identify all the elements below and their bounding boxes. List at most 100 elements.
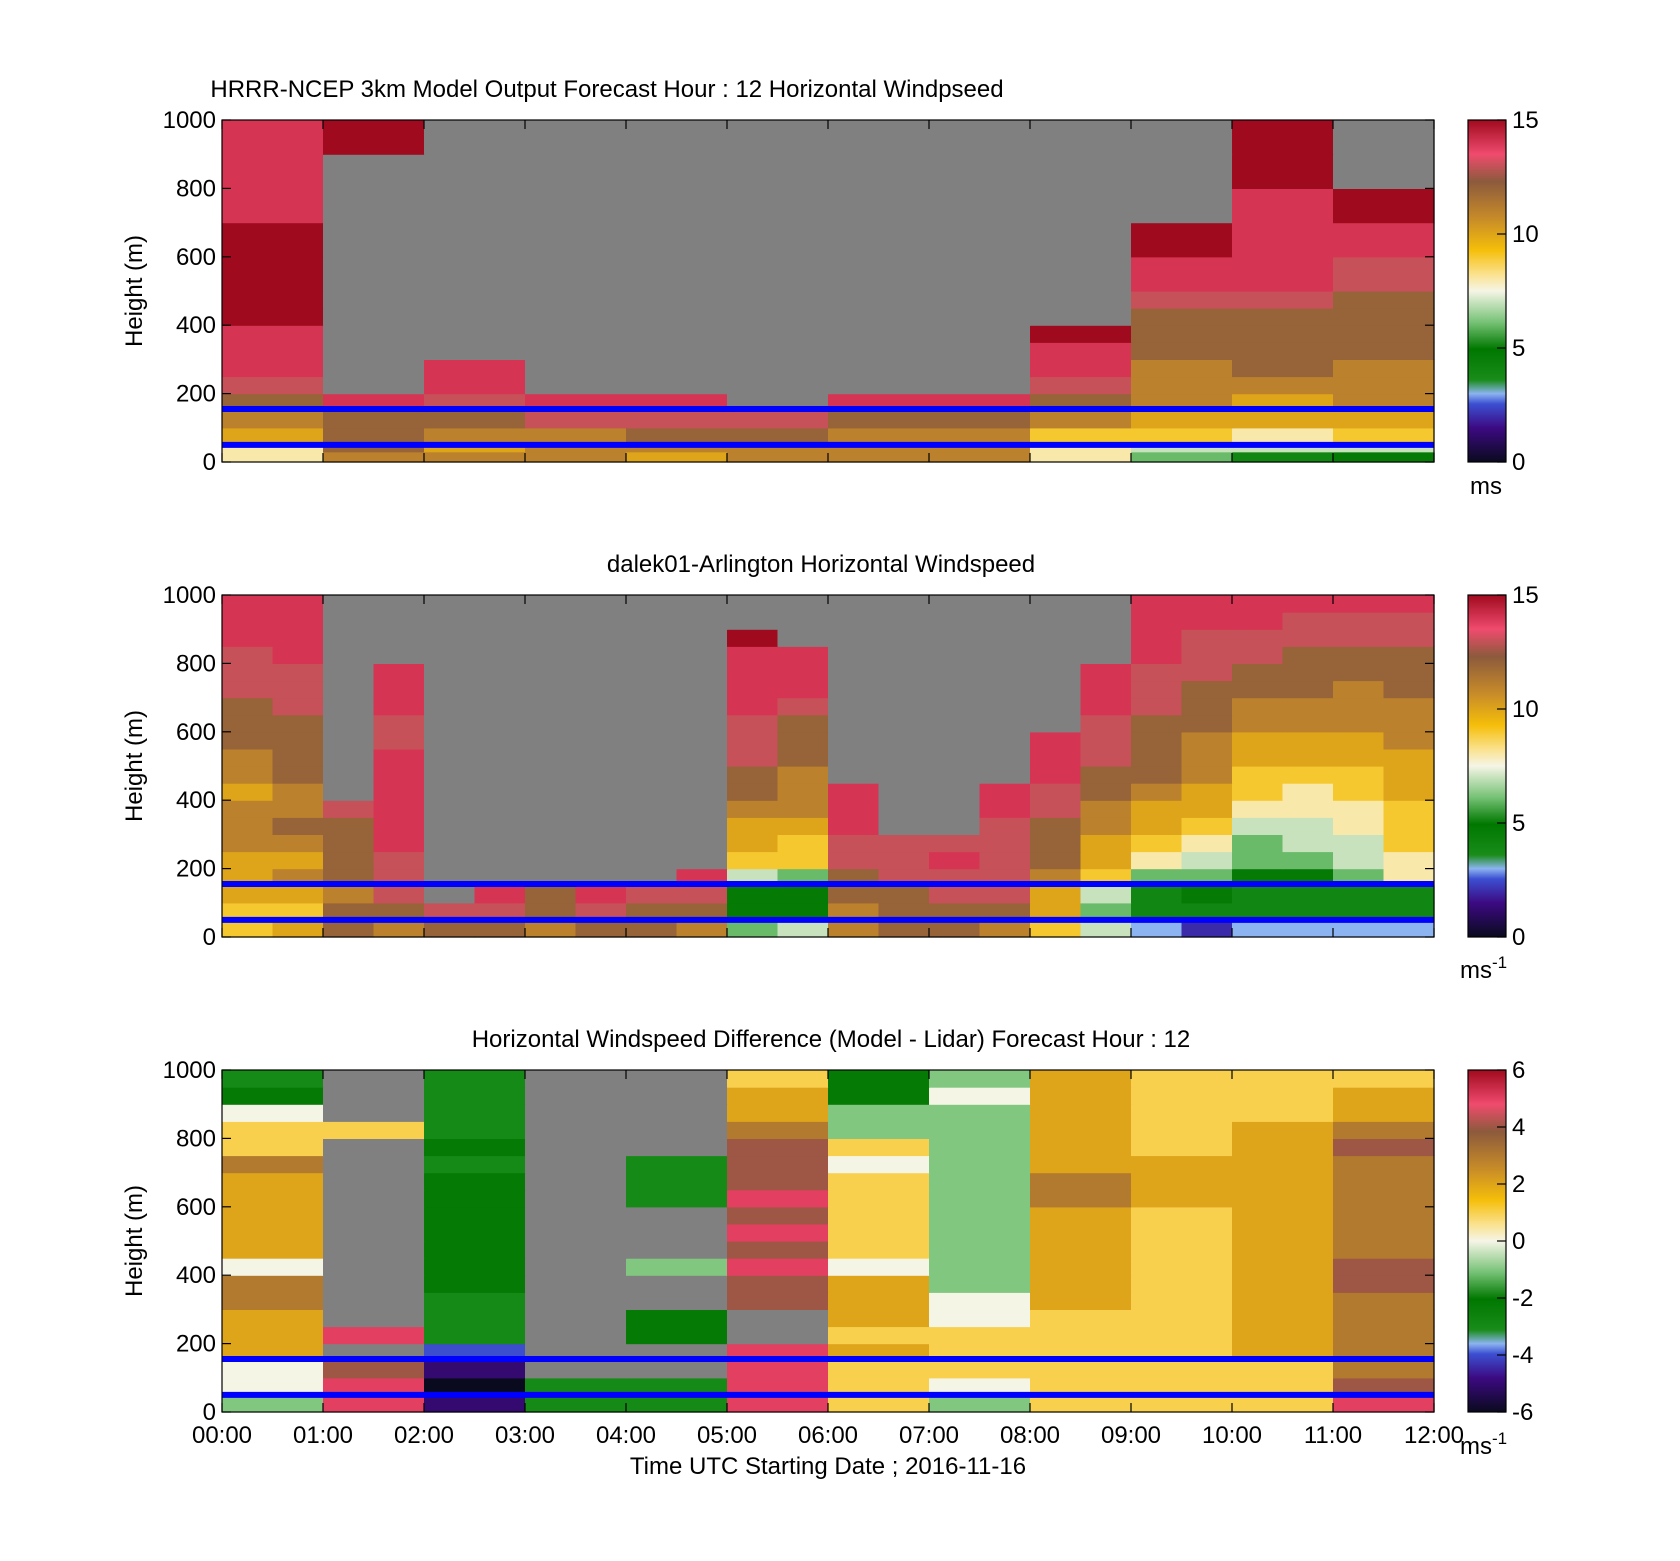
heatmap-cell xyxy=(525,731,577,750)
heatmap-cell xyxy=(828,851,880,870)
heatmap-cell xyxy=(424,410,526,429)
x-tick-label: 06:00 xyxy=(798,1422,858,1449)
heatmap-cell xyxy=(878,629,930,647)
heatmap-cell xyxy=(626,697,678,716)
heatmap-cell xyxy=(1333,1104,1435,1122)
heatmap-cell xyxy=(626,919,678,938)
panel-difference-unit-exp: -1 xyxy=(1492,1429,1507,1448)
heatmap-cell xyxy=(474,783,526,801)
heatmap-cell xyxy=(525,1155,627,1174)
heatmap-cell xyxy=(777,714,829,733)
heatmap-cell xyxy=(323,1360,425,1379)
colorbar-tick-label: 10 xyxy=(1512,696,1539,723)
heatmap-cell xyxy=(979,646,1031,664)
heatmap-cell xyxy=(828,376,930,395)
heatmap-cell xyxy=(626,885,678,904)
heatmap-cell xyxy=(1181,612,1233,630)
x-tick-label: 04:00 xyxy=(596,1422,656,1449)
heatmap-cell xyxy=(222,663,274,682)
heatmap-cell xyxy=(1030,697,1082,716)
colorbar-tick-label: 0 xyxy=(1512,924,1525,951)
heatmap-cell xyxy=(929,1275,1031,1293)
heatmap-cell xyxy=(272,766,324,784)
heatmap-cell xyxy=(1131,731,1183,750)
heatmap-cell xyxy=(929,731,981,750)
x-tick-label: 03:00 xyxy=(495,1422,555,1449)
heatmap-cell xyxy=(1030,851,1082,870)
heatmap-cell xyxy=(323,1155,425,1174)
heatmap-cell xyxy=(979,800,1031,818)
heatmap-cell xyxy=(828,646,880,664)
heatmap-cell xyxy=(929,834,981,853)
heatmap-cell xyxy=(626,595,678,613)
heatmap-cell xyxy=(424,834,476,853)
heatmap-cell xyxy=(1232,188,1334,224)
heatmap-cell xyxy=(272,646,324,664)
heatmap-cell xyxy=(828,834,880,853)
heatmap-cell xyxy=(1383,697,1435,716)
heatmap-cell xyxy=(474,851,526,870)
heatmap-cell xyxy=(929,1104,1031,1122)
heatmap-cell xyxy=(929,748,981,767)
heatmap-cell xyxy=(323,1309,425,1328)
heatmap-cell xyxy=(1030,1070,1132,1088)
heatmap-cell xyxy=(474,663,526,682)
heatmap-cell xyxy=(626,376,728,395)
heatmap-cell xyxy=(828,1326,930,1345)
heatmap-cell xyxy=(272,834,324,853)
heatmap-cell xyxy=(727,919,779,938)
heatmap-cell xyxy=(1333,1223,1435,1242)
heatmap-cell xyxy=(676,885,728,904)
heatmap-cell xyxy=(272,902,324,921)
heatmap-cell xyxy=(929,154,1031,189)
heatmap-cell xyxy=(222,308,324,326)
heatmap-cell xyxy=(929,1394,1031,1413)
x-tick-label: 00:00 xyxy=(192,1422,252,1449)
heatmap-cell xyxy=(828,1360,930,1379)
heatmap-cell xyxy=(323,1087,425,1105)
heatmap-cell xyxy=(424,154,526,189)
heatmap-cell xyxy=(828,595,880,613)
heatmap-cell xyxy=(878,885,930,904)
heatmap-cell xyxy=(1333,222,1435,258)
heatmap-cell xyxy=(525,1394,627,1413)
heatmap-cell xyxy=(1131,1377,1233,1396)
heatmap-cell xyxy=(1282,612,1334,630)
heatmap-cell xyxy=(1333,1189,1435,1208)
heatmap-cell xyxy=(1080,817,1132,835)
panel-model-xticks xyxy=(221,120,1435,462)
heatmap-cell xyxy=(373,697,425,716)
heatmap-cell xyxy=(1080,595,1132,613)
heatmap-cell xyxy=(727,1121,829,1139)
colorbar-tick-label: -4 xyxy=(1512,1342,1533,1369)
heatmap-cell xyxy=(1333,376,1435,395)
heatmap-cell xyxy=(323,680,375,699)
heatmap-cell xyxy=(222,1206,324,1225)
heatmap-cell xyxy=(727,1138,829,1157)
heatmap-cell xyxy=(1333,308,1435,326)
heatmap-cell xyxy=(1333,834,1385,853)
heatmap-cell xyxy=(575,714,627,733)
heatmap-cell xyxy=(1383,800,1435,818)
heatmap-cell xyxy=(525,1138,627,1157)
heatmap-cell xyxy=(1181,783,1233,801)
heatmap-cell xyxy=(1232,646,1284,664)
heatmap-cell xyxy=(1030,714,1082,733)
heatmap-cell xyxy=(222,376,324,395)
heatmap-cell xyxy=(929,612,981,630)
heatmap-cell xyxy=(1030,595,1082,613)
heatmap-cell xyxy=(929,1121,1031,1139)
x-tick-label: 11:00 xyxy=(1304,1422,1362,1449)
heatmap-cell xyxy=(1030,1172,1132,1191)
heatmap-cell xyxy=(1030,1138,1132,1157)
panel-lidar-colorbar xyxy=(1467,594,1507,938)
panel-difference-ylabel: Height (m) xyxy=(121,1185,148,1297)
heatmap-cell xyxy=(424,1189,526,1208)
heatmap-cell xyxy=(727,1275,829,1293)
heatmap-cell xyxy=(323,222,425,258)
heatmap-cell xyxy=(1030,359,1132,378)
heatmap-cell xyxy=(727,663,779,682)
heatmap-cell xyxy=(626,410,728,429)
heatmap-cell xyxy=(424,451,526,463)
heatmap-cell xyxy=(1181,766,1233,784)
